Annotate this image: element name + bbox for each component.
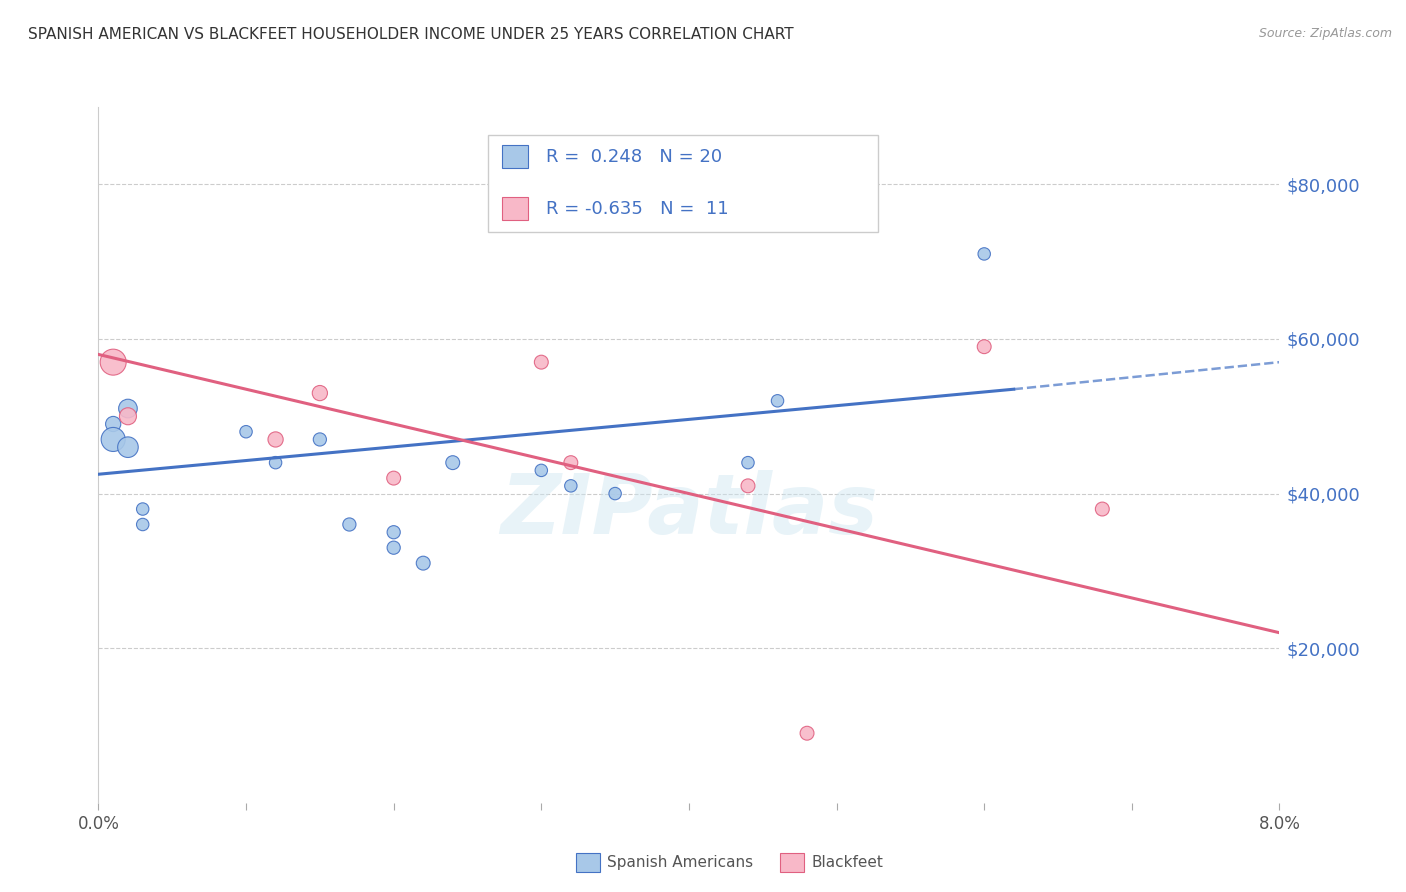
Text: SPANISH AMERICAN VS BLACKFEET HOUSEHOLDER INCOME UNDER 25 YEARS CORRELATION CHAR: SPANISH AMERICAN VS BLACKFEET HOUSEHOLDE… — [28, 27, 794, 42]
Point — [796, 726, 818, 740]
Point — [132, 502, 155, 516]
Point — [117, 401, 139, 416]
Point — [117, 440, 139, 454]
Point — [103, 433, 125, 447]
Point — [264, 433, 287, 447]
Text: Blackfeet: Blackfeet — [811, 855, 883, 870]
Point — [308, 386, 332, 401]
Text: ZIPatlas: ZIPatlas — [501, 470, 877, 551]
Point — [117, 409, 139, 424]
Point — [132, 517, 155, 532]
Text: R = -0.635   N =  11: R = -0.635 N = 11 — [546, 201, 728, 219]
Point — [235, 425, 257, 439]
Text: Spanish Americans: Spanish Americans — [607, 855, 754, 870]
Point — [973, 340, 995, 354]
Point — [412, 556, 434, 570]
Point — [382, 541, 405, 555]
Point — [441, 456, 464, 470]
Bar — [502, 197, 529, 220]
Point — [337, 517, 360, 532]
Point — [560, 479, 582, 493]
Point — [382, 525, 405, 540]
Point — [737, 456, 759, 470]
Point — [308, 433, 332, 447]
Point — [1091, 502, 1114, 516]
Point — [103, 417, 125, 431]
Point — [737, 479, 759, 493]
Point — [560, 456, 582, 470]
Text: R =  0.248   N = 20: R = 0.248 N = 20 — [546, 148, 723, 166]
Point — [264, 456, 287, 470]
Point — [382, 471, 405, 485]
Point — [530, 463, 553, 477]
FancyBboxPatch shape — [488, 135, 877, 232]
Point — [973, 247, 995, 261]
Point — [103, 355, 125, 369]
Point — [605, 486, 627, 500]
Point — [766, 393, 789, 408]
Text: Source: ZipAtlas.com: Source: ZipAtlas.com — [1258, 27, 1392, 40]
Bar — [502, 145, 529, 169]
Point — [530, 355, 553, 369]
